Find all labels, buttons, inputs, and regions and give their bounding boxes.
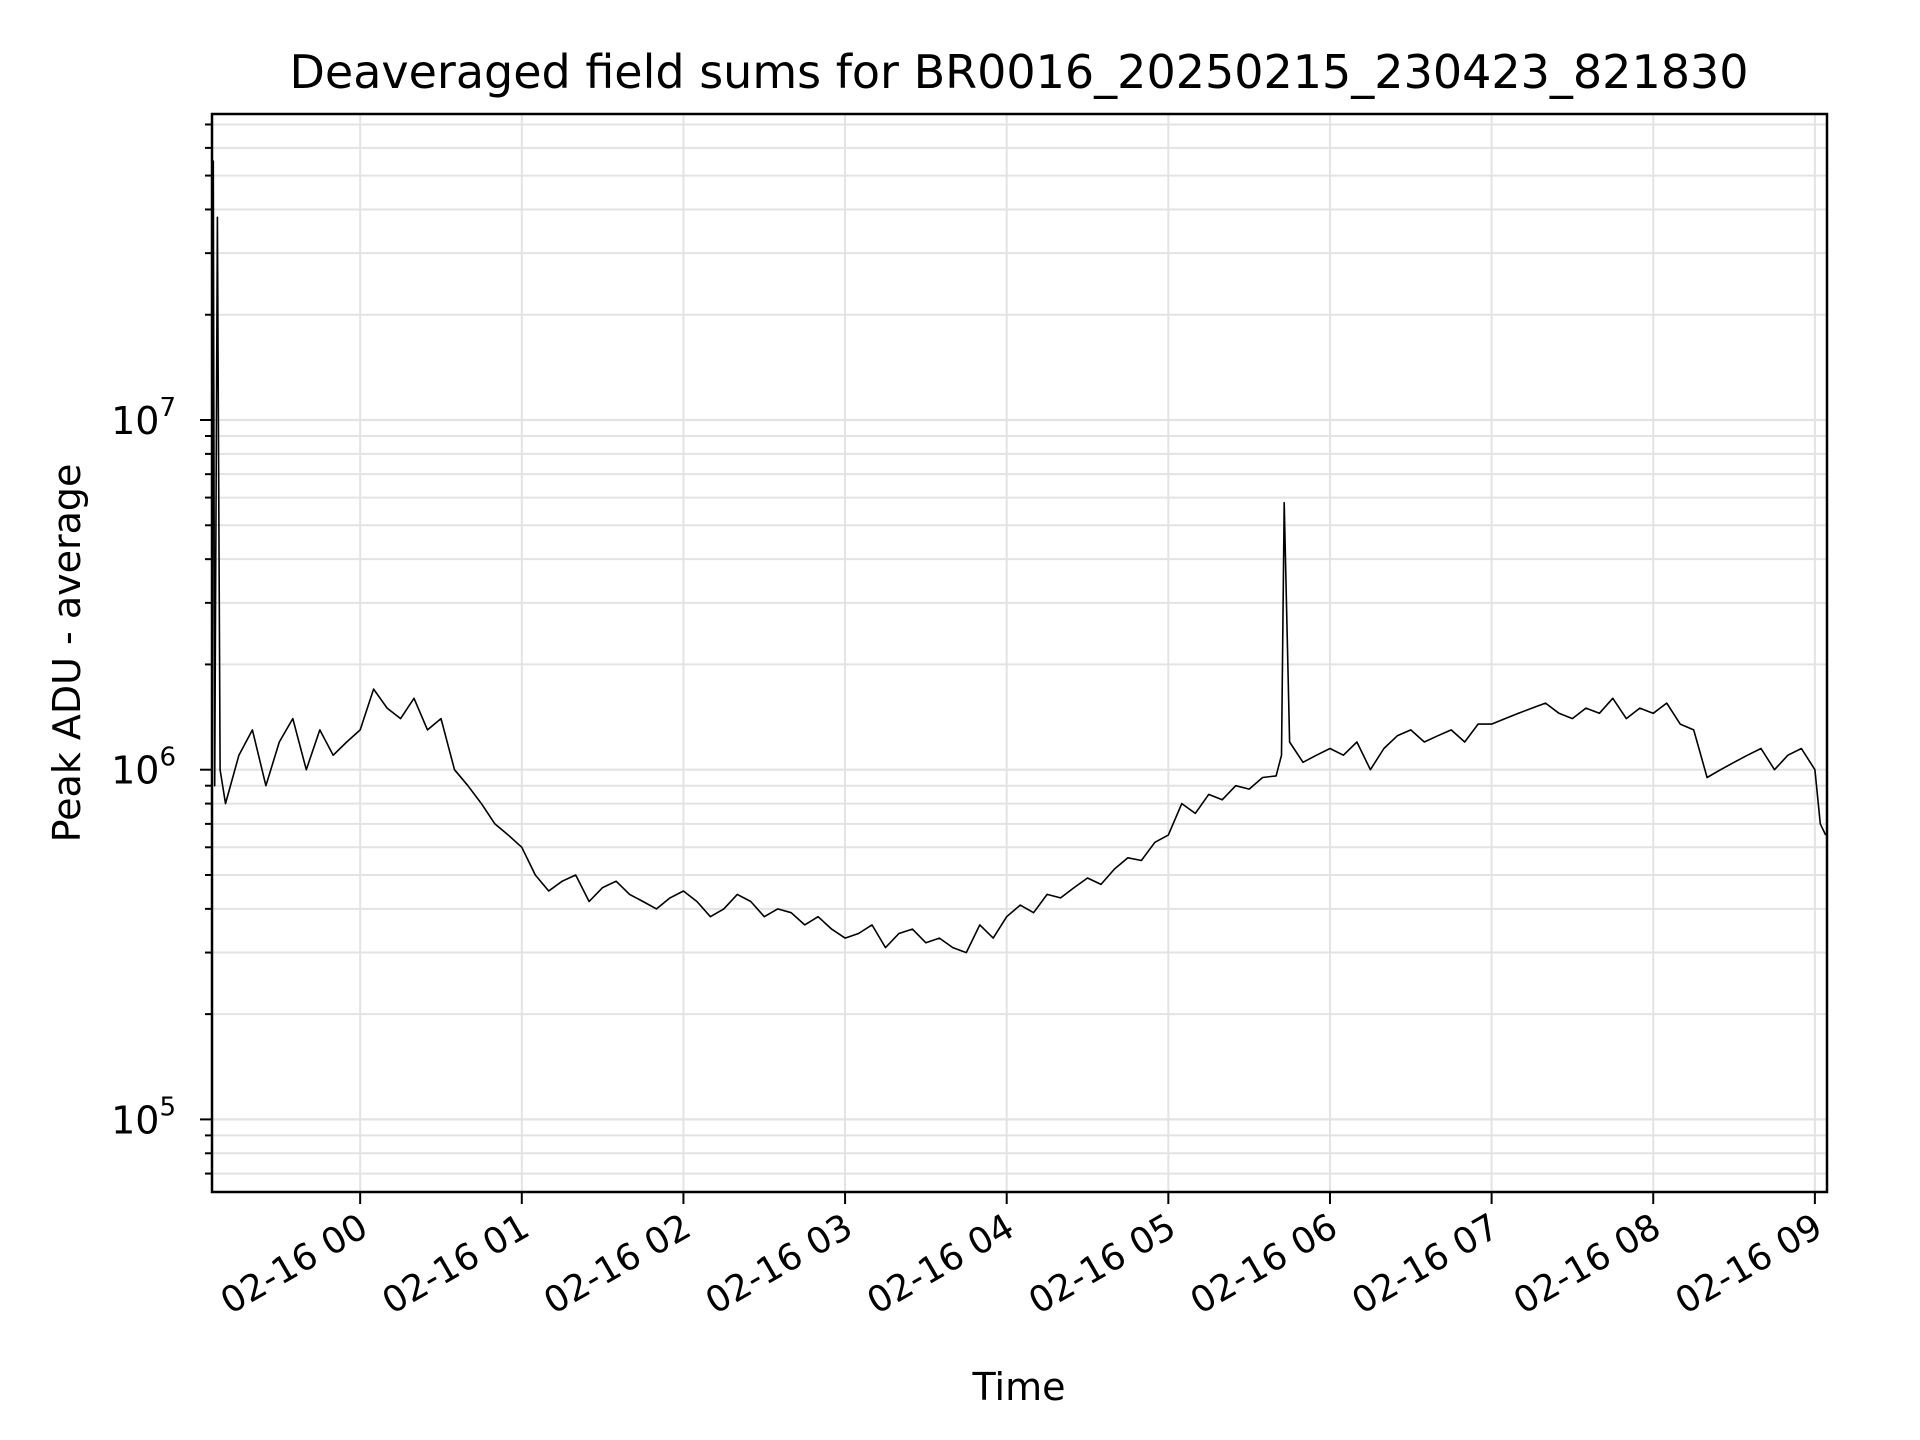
y-tick-base: 10 — [111, 749, 159, 793]
chart-title: Deaveraged field sums for BR0016_2025021… — [289, 45, 1748, 99]
y-tick-label: 107 — [111, 393, 176, 443]
y-tick-exponent: 6 — [159, 743, 176, 773]
y-tick-label: 106 — [111, 743, 176, 793]
y-tick-exponent: 5 — [159, 1092, 176, 1122]
y-tick-base: 10 — [111, 1098, 159, 1142]
plot-frame — [210, 112, 1829, 1194]
grid — [212, 114, 1827, 1192]
y-axis-label: Peak ADU - average — [45, 464, 89, 843]
x-axis-label: Time — [972, 1365, 1066, 1409]
plot-area — [211, 160, 1827, 954]
series-line — [211, 160, 1827, 954]
y-tick-exponent: 7 — [159, 393, 176, 423]
y-tick-base: 10 — [111, 399, 159, 443]
y-tick-label: 105 — [111, 1092, 176, 1142]
